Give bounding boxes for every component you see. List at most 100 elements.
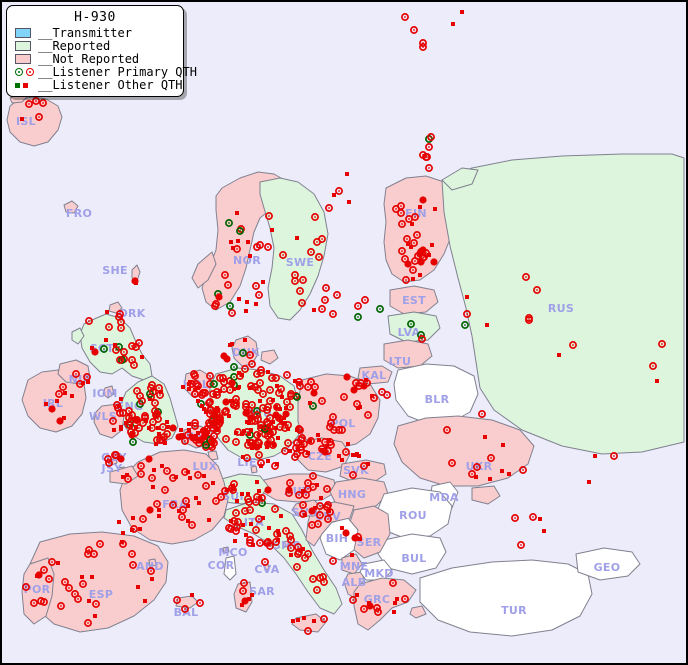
listener-other-qth-marker[interactable] — [90, 575, 94, 579]
listener-other-qth-marker[interactable] — [197, 501, 201, 505]
listener-other-qth-marker[interactable] — [500, 469, 504, 473]
listener-other-qth-marker[interactable] — [282, 416, 286, 420]
listener-cluster-marker[interactable] — [169, 424, 177, 432]
listener-primary-qth-marker[interactable] — [315, 253, 323, 261]
listener-other-qth-marker[interactable] — [136, 585, 140, 589]
listener-other-qth-marker[interactable] — [236, 239, 240, 243]
listener-primary-qth-marker[interactable] — [105, 459, 113, 467]
listener-primary-qth-marker[interactable] — [349, 471, 357, 479]
listener-other-qth-marker[interactable] — [174, 475, 178, 479]
listener-primary-qth-marker[interactable] — [217, 493, 225, 501]
listener-primary-qth-marker[interactable] — [256, 379, 264, 387]
listener-other-qth-marker[interactable] — [148, 397, 152, 401]
listener-cluster-marker[interactable] — [310, 389, 318, 397]
listener-other-qth-marker[interactable] — [207, 518, 211, 522]
listener-other-qth-marker[interactable] — [451, 22, 455, 26]
listener-other-qth-marker[interactable] — [246, 492, 250, 496]
country-LVA[interactable] — [387, 311, 441, 343]
listener-primary-qth-marker[interactable] — [246, 536, 254, 544]
listener-primary-qth-marker[interactable] — [610, 452, 618, 460]
listener-primary-qth-marker[interactable] — [275, 389, 283, 397]
listener-primary-qth-marker[interactable] — [222, 435, 230, 443]
listener-primary-qth-marker[interactable] — [361, 296, 369, 304]
listener-other-qth-marker[interactable] — [117, 520, 121, 524]
listener-primary-qth-marker[interactable] — [257, 366, 265, 374]
listener-other-qth-marker[interactable] — [151, 485, 155, 489]
listener-primary-qth-marker[interactable] — [519, 466, 527, 474]
listener-other-qth-marker[interactable] — [288, 449, 292, 453]
listener-other-qth-marker[interactable] — [121, 475, 125, 479]
listener-primary-qth-marker[interactable] — [206, 421, 214, 429]
listener-other-qth-marker[interactable] — [236, 386, 240, 390]
listener-primary-qth-marker[interactable] — [83, 373, 91, 381]
listener-other-qth-marker[interactable] — [186, 470, 190, 474]
listener-primary-qth-marker[interactable] — [427, 133, 435, 141]
listener-primary-qth-marker[interactable] — [349, 596, 357, 604]
listener-primary-qth-marker[interactable] — [266, 386, 274, 394]
country-FRO[interactable] — [63, 200, 79, 214]
listener-other-qth-marker[interactable] — [215, 427, 219, 431]
listener-primary-qth-marker[interactable] — [246, 351, 254, 359]
listener-primary-qth-marker[interactable] — [281, 424, 289, 432]
listener-primary-qth-marker[interactable] — [188, 521, 196, 529]
listener-other-qth-marker[interactable] — [266, 370, 270, 374]
listener-primary-qth-marker[interactable] — [320, 578, 328, 586]
listener-other-qth-marker[interactable] — [279, 514, 283, 518]
listener-primary-qth-marker[interactable] — [239, 587, 247, 595]
country-BUL[interactable] — [377, 533, 447, 575]
listener-other-qth-marker[interactable] — [240, 492, 244, 496]
listener-primary-qth-marker[interactable] — [410, 239, 418, 247]
listener-primary-qth-marker[interactable] — [307, 248, 315, 256]
listener-primary-qth-marker[interactable] — [105, 323, 113, 331]
listener-other-qth-marker[interactable] — [340, 526, 344, 530]
listener-other-qth-marker[interactable] — [134, 281, 138, 285]
listener-primary-qth-marker[interactable] — [230, 401, 238, 409]
listener-primary-qth-marker[interactable] — [152, 411, 160, 419]
listener-primary-qth-marker[interactable] — [443, 426, 451, 434]
listener-primary-qth-marker[interactable] — [221, 487, 229, 495]
listener-primary-qth-marker[interactable] — [271, 462, 279, 470]
listener-other-qth-marker[interactable] — [194, 496, 198, 500]
listener-primary-qth-marker[interactable] — [139, 515, 147, 523]
listener-primary-qth-marker[interactable] — [196, 599, 204, 607]
listener-primary-qth-marker[interactable] — [413, 231, 421, 239]
listener-other-qth-marker[interactable] — [303, 513, 307, 517]
listener-other-qth-marker[interactable] — [231, 487, 235, 491]
listener-primary-qth-marker[interactable] — [323, 485, 331, 493]
listener-primary-qth-marker[interactable] — [229, 486, 237, 494]
listener-primary-qth-marker[interactable] — [295, 548, 303, 556]
listener-other-qth-marker[interactable] — [188, 476, 192, 480]
listener-primary-qth-marker[interactable] — [248, 417, 256, 425]
listener-cluster-marker[interactable] — [48, 405, 56, 413]
listener-other-qth-marker[interactable] — [259, 464, 263, 468]
listener-primary-qth-marker[interactable] — [225, 219, 233, 227]
listener-primary-qth-marker[interactable] — [210, 380, 218, 388]
listener-primary-qth-marker[interactable] — [335, 187, 343, 195]
listener-other-qth-marker[interactable] — [538, 517, 542, 521]
listener-primary-qth-marker[interactable] — [255, 291, 263, 299]
listener-other-qth-marker[interactable] — [411, 277, 415, 281]
listener-primary-qth-marker[interactable] — [329, 413, 337, 421]
listener-primary-qth-marker[interactable] — [423, 153, 431, 161]
listener-other-qth-marker[interactable] — [430, 243, 434, 247]
listener-primary-qth-marker[interactable] — [401, 595, 409, 603]
listener-other-qth-marker[interactable] — [63, 391, 67, 395]
listener-primary-qth-marker[interactable] — [283, 371, 291, 379]
listener-primary-qth-marker[interactable] — [239, 349, 247, 357]
listener-primary-qth-marker[interactable] — [116, 409, 124, 417]
listener-other-qth-marker[interactable] — [327, 509, 331, 513]
listener-other-qth-marker[interactable] — [244, 309, 248, 313]
listener-primary-qth-marker[interactable] — [419, 39, 427, 47]
listener-other-qth-marker[interactable] — [196, 431, 200, 435]
listener-primary-qth-marker[interactable] — [117, 324, 125, 332]
listener-primary-qth-marker[interactable] — [298, 299, 306, 307]
listener-primary-qth-marker[interactable] — [253, 243, 261, 251]
listener-primary-qth-marker[interactable] — [569, 341, 577, 349]
listener-primary-qth-marker[interactable] — [304, 479, 312, 487]
country-POL[interactable] — [297, 373, 381, 449]
listener-other-qth-marker[interactable] — [301, 547, 305, 551]
listener-other-qth-marker[interactable] — [248, 254, 252, 258]
listener-primary-qth-marker[interactable] — [287, 536, 295, 544]
listener-other-qth-marker[interactable] — [266, 441, 270, 445]
listener-other-qth-marker[interactable] — [214, 420, 218, 424]
